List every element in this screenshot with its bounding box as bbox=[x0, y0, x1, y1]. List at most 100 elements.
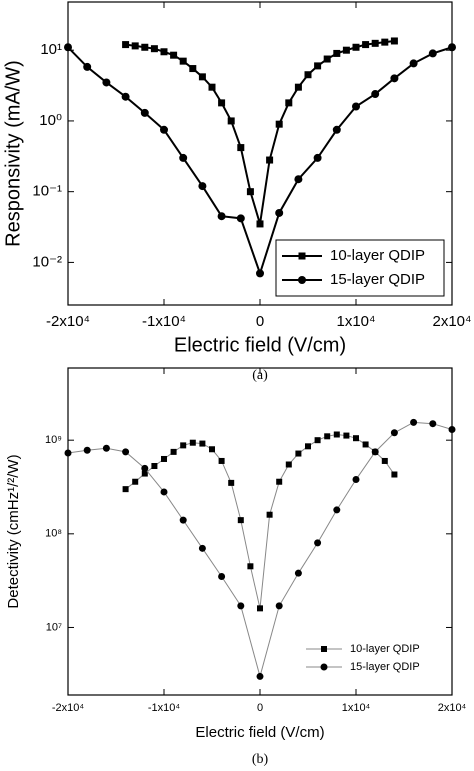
marker bbox=[228, 479, 235, 486]
marker bbox=[313, 153, 322, 162]
marker bbox=[150, 45, 158, 53]
marker bbox=[198, 544, 206, 552]
legend-label: 10-layer QDIP bbox=[330, 247, 425, 264]
marker bbox=[353, 435, 359, 442]
legend-box bbox=[275, 239, 445, 297]
marker bbox=[332, 125, 341, 134]
y-tick-label: 10⁸ bbox=[45, 528, 62, 540]
marker bbox=[448, 43, 456, 52]
marker bbox=[198, 73, 206, 81]
marker bbox=[122, 486, 129, 493]
marker bbox=[381, 457, 388, 464]
legend-label: 10-layer QDIP bbox=[350, 643, 420, 655]
marker bbox=[122, 448, 130, 456]
marker bbox=[179, 57, 187, 65]
legend-label: 15-layer QDIP bbox=[350, 661, 420, 673]
marker bbox=[237, 602, 245, 610]
x-tick-label: -1x10⁴ bbox=[142, 313, 186, 330]
x-axis-label: Electric field (V/cm) bbox=[195, 724, 324, 741]
marker bbox=[390, 429, 398, 437]
marker bbox=[160, 488, 168, 496]
marker bbox=[343, 432, 350, 439]
marker bbox=[208, 83, 216, 91]
marker bbox=[333, 431, 340, 438]
marker bbox=[298, 276, 306, 284]
marker bbox=[257, 605, 263, 612]
marker bbox=[314, 539, 322, 547]
marker bbox=[342, 46, 350, 54]
marker bbox=[141, 470, 148, 477]
marker bbox=[448, 426, 456, 434]
marker bbox=[409, 59, 418, 68]
legend-label: 15-layer QDIP bbox=[330, 271, 425, 288]
marker bbox=[141, 464, 149, 472]
y-axis-label: Responsivity (mA/W) bbox=[2, 60, 24, 247]
marker bbox=[179, 516, 187, 524]
marker bbox=[102, 78, 111, 87]
x-tick-label: 0 bbox=[256, 313, 264, 330]
x-tick-label: -2x10⁴ bbox=[46, 313, 90, 330]
x-tick-label: -2x10⁴ bbox=[52, 702, 85, 714]
marker bbox=[371, 90, 380, 99]
marker bbox=[218, 573, 226, 581]
marker bbox=[275, 208, 284, 217]
marker bbox=[410, 418, 418, 426]
marker bbox=[321, 646, 327, 652]
marker bbox=[429, 420, 437, 428]
marker bbox=[314, 62, 322, 70]
marker bbox=[83, 446, 91, 454]
marker bbox=[390, 74, 399, 83]
x-tick-label: 0 bbox=[257, 702, 263, 714]
marker bbox=[295, 450, 302, 457]
marker bbox=[180, 442, 187, 449]
marker bbox=[218, 99, 226, 107]
marker bbox=[236, 214, 245, 223]
x-tick-label: 1x10⁴ bbox=[337, 313, 376, 330]
marker bbox=[102, 444, 110, 452]
marker bbox=[298, 252, 306, 260]
marker bbox=[314, 437, 321, 444]
marker bbox=[256, 220, 264, 228]
marker bbox=[122, 41, 130, 49]
marker bbox=[179, 153, 188, 162]
marker bbox=[209, 446, 215, 453]
marker bbox=[371, 448, 379, 456]
y-tick-label: 10⁰ bbox=[39, 112, 62, 129]
marker bbox=[276, 478, 283, 485]
y-tick-label: 10⁻² bbox=[32, 253, 62, 270]
marker bbox=[275, 120, 283, 128]
marker bbox=[189, 439, 196, 446]
y-axis-label: Detectivity (cmHz¹/²/W) bbox=[5, 454, 22, 608]
marker bbox=[256, 269, 264, 278]
x-tick-label: 2x10⁴ bbox=[433, 313, 472, 330]
marker bbox=[391, 471, 398, 478]
marker bbox=[390, 37, 398, 45]
marker bbox=[333, 49, 341, 57]
marker bbox=[140, 108, 149, 117]
marker bbox=[256, 672, 264, 680]
marker bbox=[428, 49, 437, 58]
marker bbox=[305, 443, 311, 450]
marker bbox=[121, 92, 130, 101]
marker bbox=[381, 38, 389, 46]
marker bbox=[131, 42, 139, 50]
marker bbox=[304, 71, 312, 79]
y-tick-label: 10⁷ bbox=[46, 621, 62, 633]
marker bbox=[161, 455, 167, 462]
y-tick-label: 10⁹ bbox=[45, 434, 62, 446]
marker bbox=[352, 102, 360, 111]
marker bbox=[352, 476, 360, 484]
marker bbox=[64, 449, 72, 457]
y-tick-label: 10⁻¹ bbox=[32, 183, 62, 200]
marker bbox=[227, 117, 235, 125]
x-tick-label: -1x10⁴ bbox=[148, 702, 181, 714]
marker bbox=[266, 156, 274, 164]
marker bbox=[352, 43, 360, 51]
marker bbox=[246, 188, 254, 196]
marker bbox=[294, 175, 303, 184]
marker bbox=[151, 463, 158, 470]
marker bbox=[198, 182, 207, 191]
caption: (b) bbox=[252, 752, 269, 767]
